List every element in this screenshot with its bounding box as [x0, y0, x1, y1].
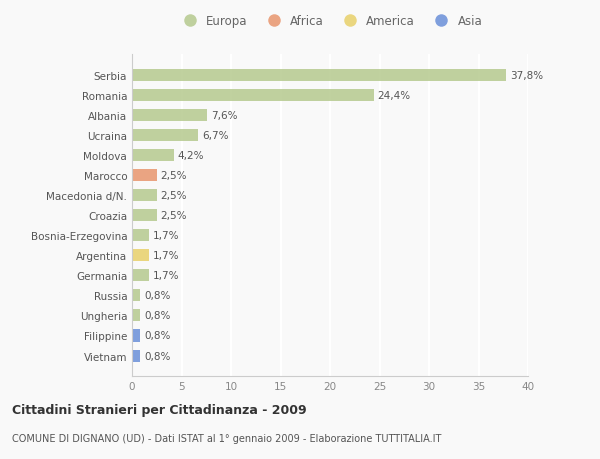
- Bar: [132, 190, 157, 202]
- Text: 24,4%: 24,4%: [377, 91, 410, 101]
- Bar: [132, 110, 207, 122]
- Text: 0,8%: 0,8%: [144, 291, 170, 301]
- Bar: [132, 290, 140, 302]
- Text: 2,5%: 2,5%: [161, 171, 187, 181]
- Text: 37,8%: 37,8%: [510, 71, 544, 81]
- Text: 1,7%: 1,7%: [153, 251, 179, 261]
- Bar: [132, 210, 157, 222]
- Text: 1,7%: 1,7%: [153, 231, 179, 241]
- Bar: [132, 90, 374, 102]
- Text: 2,5%: 2,5%: [161, 211, 187, 221]
- Bar: [132, 150, 173, 162]
- Bar: [132, 350, 140, 362]
- Bar: [132, 170, 157, 182]
- Text: 2,5%: 2,5%: [161, 191, 187, 201]
- Bar: [132, 310, 140, 322]
- Text: 6,7%: 6,7%: [202, 131, 229, 141]
- Text: COMUNE DI DIGNANO (UD) - Dati ISTAT al 1° gennaio 2009 - Elaborazione TUTTITALIA: COMUNE DI DIGNANO (UD) - Dati ISTAT al 1…: [12, 433, 442, 442]
- Text: 1,7%: 1,7%: [153, 271, 179, 281]
- Bar: [132, 330, 140, 342]
- Text: 0,8%: 0,8%: [144, 351, 170, 361]
- Bar: [132, 130, 199, 142]
- Text: 0,8%: 0,8%: [144, 311, 170, 321]
- Text: 0,8%: 0,8%: [144, 331, 170, 341]
- Bar: [132, 230, 149, 242]
- Legend: Europa, Africa, America, Asia: Europa, Africa, America, Asia: [175, 13, 485, 30]
- Text: 7,6%: 7,6%: [211, 111, 238, 121]
- Text: 4,2%: 4,2%: [178, 151, 204, 161]
- Bar: [132, 70, 506, 82]
- Bar: [132, 270, 149, 282]
- Text: Cittadini Stranieri per Cittadinanza - 2009: Cittadini Stranieri per Cittadinanza - 2…: [12, 403, 307, 416]
- Bar: [132, 250, 149, 262]
